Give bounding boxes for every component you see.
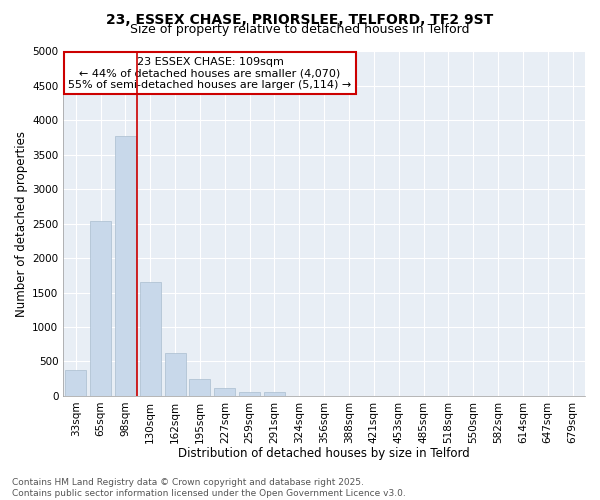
Bar bbox=[115, 136, 136, 396]
Text: Contains HM Land Registry data © Crown copyright and database right 2025.
Contai: Contains HM Land Registry data © Crown c… bbox=[12, 478, 406, 498]
Bar bbox=[239, 392, 260, 396]
Bar bbox=[140, 282, 161, 396]
Bar bbox=[90, 221, 111, 396]
Bar bbox=[214, 388, 235, 396]
Text: 23 ESSEX CHASE: 109sqm
← 44% of detached houses are smaller (4,070)
55% of semi-: 23 ESSEX CHASE: 109sqm ← 44% of detached… bbox=[68, 56, 352, 90]
Bar bbox=[164, 353, 185, 396]
Text: Size of property relative to detached houses in Telford: Size of property relative to detached ho… bbox=[130, 22, 470, 36]
Text: 23, ESSEX CHASE, PRIORSLEE, TELFORD, TF2 9ST: 23, ESSEX CHASE, PRIORSLEE, TELFORD, TF2… bbox=[106, 12, 494, 26]
Bar bbox=[264, 392, 285, 396]
X-axis label: Distribution of detached houses by size in Telford: Distribution of detached houses by size … bbox=[178, 447, 470, 460]
Bar bbox=[190, 380, 211, 396]
Bar bbox=[65, 370, 86, 396]
Y-axis label: Number of detached properties: Number of detached properties bbox=[15, 130, 28, 316]
